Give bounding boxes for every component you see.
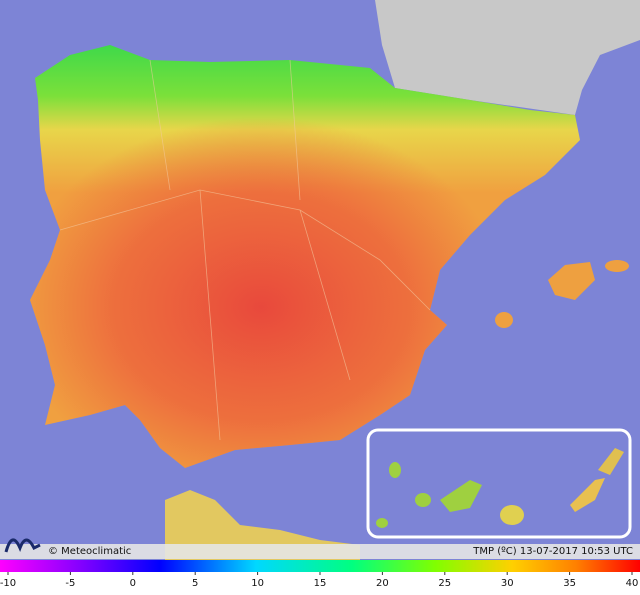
france [375, 0, 640, 115]
color-bar [0, 560, 640, 572]
caption: TMP (ºC) 13-07-2017 10:53 UTC [472, 546, 633, 557]
tick-label: 15 [314, 578, 327, 589]
caption-strip [0, 544, 640, 559]
canary-inset [366, 428, 632, 539]
canary-islands [376, 448, 624, 528]
tick-label: 20 [376, 578, 389, 589]
logo [4, 538, 41, 553]
scale-background [0, 572, 640, 595]
credit: © Meteoclimatic [48, 546, 131, 557]
tick-label: 0 [130, 578, 136, 589]
balearic-islands [495, 260, 629, 328]
tick-label: -5 [65, 578, 75, 589]
scale: -10 -5 0 5 10 15 20 25 30 35 40 [0, 572, 638, 589]
tick-label: 40 [626, 578, 639, 589]
iberia [30, 45, 580, 468]
tick-label: -10 [0, 578, 16, 589]
tick-label: 10 [251, 578, 264, 589]
tick-label: 30 [501, 578, 514, 589]
tick-label: 35 [563, 578, 576, 589]
tick-label: 5 [192, 578, 198, 589]
tick-label: 25 [438, 578, 451, 589]
